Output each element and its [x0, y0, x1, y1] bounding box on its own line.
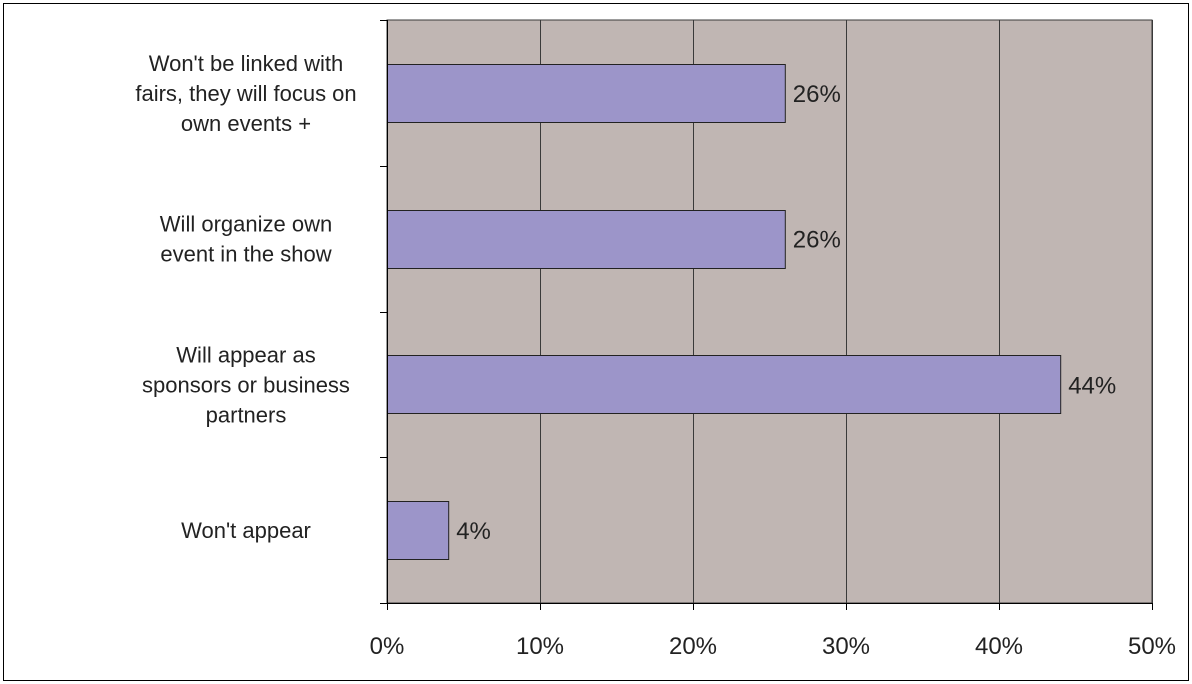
data-label: 26% — [793, 81, 841, 108]
x-tick-label: 0% — [370, 633, 405, 660]
data-label: 44% — [1068, 372, 1116, 399]
x-tick-label: 40% — [975, 633, 1023, 660]
category-label-line: Will appear as — [176, 342, 315, 367]
category-label-line: partners — [206, 402, 287, 427]
category-label-line: fairs, they will focus on — [135, 81, 356, 106]
category-label: Won't appear — [181, 518, 311, 543]
x-tick-label: 10% — [516, 633, 564, 660]
category-label-line: event in the show — [160, 242, 331, 267]
bar — [387, 501, 450, 560]
x-tick-label: 50% — [1128, 633, 1176, 660]
bar — [387, 64, 786, 123]
x-tick-labels: 0% 10% 20% 30% 40% 50% — [370, 633, 1176, 660]
category-label-line: Won't appear — [181, 518, 311, 543]
category-label: Will organize own event in the show — [160, 212, 332, 267]
x-tick-label: 20% — [669, 633, 717, 660]
category-label-line: Won't be linked with — [149, 51, 344, 76]
category-label: Won't be linked with fairs, they will foc… — [135, 51, 356, 136]
category-label-line: Will organize own — [160, 212, 332, 237]
axes — [380, 20, 1153, 610]
category-label-line: own events + — [181, 111, 311, 136]
data-label: 4% — [456, 518, 491, 545]
category-labels: Won't be linked with fairs, they will foc… — [135, 51, 356, 543]
category-label-line: sponsors or business — [142, 372, 350, 397]
bar — [387, 210, 786, 269]
bars — [387, 64, 1062, 560]
data-labels: 26% 26% 44% 4% — [456, 81, 1116, 545]
bar — [387, 355, 1062, 414]
category-label: Will appear as sponsors or business partne… — [142, 342, 350, 427]
data-label: 26% — [793, 227, 841, 254]
x-tick-label: 30% — [822, 633, 870, 660]
